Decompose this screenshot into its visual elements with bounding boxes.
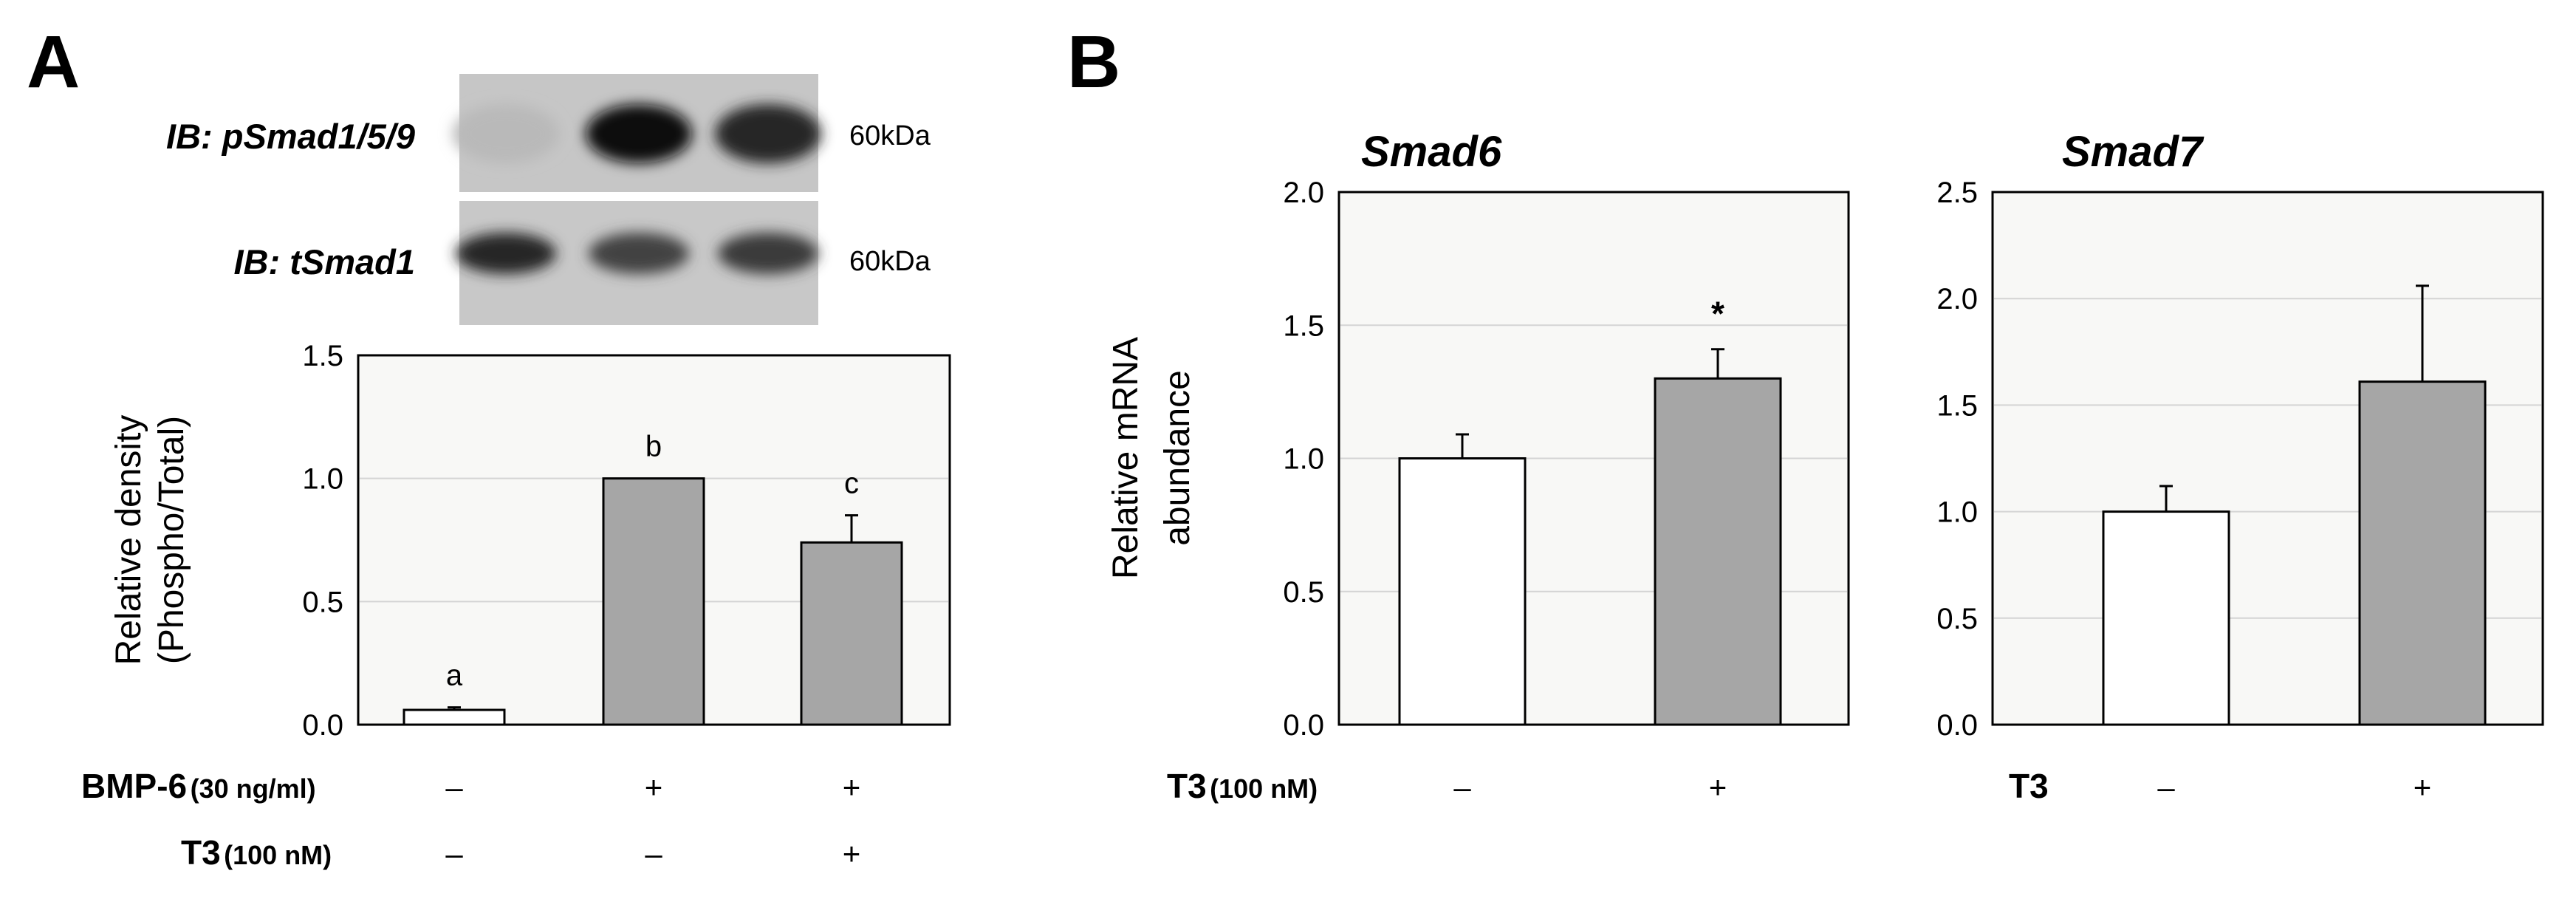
chart-smad7-t3-sign-2: + <box>2414 770 2432 804</box>
chart-a-density: 0.0 0.5 1.0 1.5 a b c Relative density (Phosp… <box>81 340 951 872</box>
chart-smad7-treatment-t3-label: T3 <box>2009 767 2049 805</box>
y-tick-label: 0.0 <box>1283 709 1324 742</box>
y-tick-label: 2.0 <box>1936 283 1978 315</box>
chart-a-ylabel-line2: (Phospho/Total) <box>152 416 191 664</box>
y-tick-label: 0.5 <box>1936 603 1978 635</box>
blot-band <box>453 104 559 163</box>
bar-control <box>402 708 506 726</box>
chart-a-t3-sign-2: – <box>645 836 662 871</box>
chart-a-treatment-t3-label: T3 (100 nM) <box>181 833 332 872</box>
chart-smad7-title: Smad7 <box>2062 128 2205 176</box>
bar-t3 <box>1654 377 1782 726</box>
blot-marker-psmad: 60kDa <box>849 120 931 151</box>
significance-label: * <box>1711 295 1724 333</box>
chart-a-y-ticks: 0.0 0.5 1.0 1.5 <box>302 340 343 742</box>
blot-row-tsmad: IB: tSmad1 60kDa <box>234 201 931 325</box>
chart-smad6-ylabel-line2: abundance <box>1158 370 1197 546</box>
chart-a-treatment-bmp6-label: BMP-6 (30 ng/ml) <box>81 767 316 805</box>
chart-a-bmp6-sign-2: + <box>645 770 663 804</box>
y-tick-label: 1.0 <box>302 463 343 496</box>
blot-band <box>589 233 689 274</box>
bar-control <box>1398 457 1527 726</box>
blot-label-tsmad: IB: tSmad1 <box>234 242 416 281</box>
chart-smad6-treatment-t3-label: T3 (100 nM) <box>1167 767 1318 805</box>
bar-control <box>2102 510 2230 726</box>
y-tick-label: 0.5 <box>1283 576 1324 609</box>
blot-band <box>718 233 818 274</box>
chart-a-t3-sign-1: – <box>445 836 463 871</box>
panel-letter-a: A <box>27 21 80 103</box>
chart-smad6-title: Smad6 <box>1361 128 1502 176</box>
chart-smad7-y-ticks: 0.0 0.5 1.0 1.5 2.0 2.5 <box>1936 177 1978 742</box>
y-tick-label: 0.0 <box>1936 709 1978 742</box>
panel-letter-b: B <box>1067 21 1120 103</box>
y-tick-label: 0.0 <box>302 709 343 742</box>
bar-t3 <box>2358 380 2487 726</box>
chart-smad7-treatment-row-t3: T3 – + <box>2009 767 2431 805</box>
chart-a-bars: a b c <box>402 431 903 726</box>
chart-a-treatment-row-t3: T3 (100 nM) – – + <box>181 833 860 872</box>
chart-smad6-y-ticks: 0.0 0.5 1.0 1.5 2.0 <box>1283 177 1324 742</box>
chart-smad7: Smad7 0.0 0.5 1.0 1.5 2.0 2.5 T3 – + <box>1936 128 2544 805</box>
blot-bands-tsmad <box>456 233 818 274</box>
chart-a-bmp6-sign-1: – <box>445 770 463 804</box>
y-tick-label: 2.0 <box>1283 177 1324 209</box>
significance-label: c <box>844 468 859 500</box>
chart-a-ylabel-line1: Relative density <box>109 415 148 666</box>
blot-band <box>586 104 692 163</box>
chart-smad6-bars: * <box>1398 295 1782 726</box>
blot-label-psmad: IB: pSmad1/5/9 <box>166 117 415 156</box>
chart-smad6-treatment-row-t3: T3 (100 nM) – + <box>1167 767 1727 805</box>
blot-marker-tsmad: 60kDa <box>849 246 931 277</box>
blot-band <box>456 233 556 274</box>
significance-label: b <box>645 431 662 463</box>
western-blot: IB: pSmad1/5/9 60kDa IB: tSmad1 60kDa <box>166 74 931 325</box>
y-tick-label: 0.5 <box>302 586 343 618</box>
significance-label: a <box>446 660 463 692</box>
y-tick-label: 1.0 <box>1936 496 1978 529</box>
y-tick-label: 1.5 <box>1936 389 1978 422</box>
y-tick-label: 1.5 <box>1283 310 1324 342</box>
chart-a-t3-sign-3: + <box>843 836 861 871</box>
bar-bmp-6 <box>602 477 705 726</box>
chart-smad7-t3-sign-1: – <box>2157 770 2175 804</box>
chart-smad6-t3-sign-1: – <box>1453 770 1471 804</box>
chart-smad6-t3-sign-2: + <box>1709 770 1727 804</box>
y-tick-label: 2.5 <box>1936 177 1978 209</box>
y-tick-label: 1.0 <box>1283 443 1324 476</box>
blot-band <box>715 104 821 163</box>
chart-smad6: Smad6 0.0 0.5 1.0 1.5 2.0 * Relative mRNA ab… <box>1106 128 1850 805</box>
blot-bands-psmad <box>453 104 821 163</box>
chart-smad6-ylabel-line1: Relative mRNA <box>1106 337 1145 579</box>
bar-bmp-6-t3 <box>800 541 903 726</box>
y-tick-label: 1.5 <box>302 340 343 372</box>
blot-row-psmad: IB: pSmad1/5/9 60kDa <box>166 74 931 192</box>
chart-a-bmp6-sign-3: + <box>843 770 861 804</box>
chart-a-treatment-row-bmp6: BMP-6 (30 ng/ml) – + + <box>81 767 860 805</box>
chart-smad7-bars <box>2102 284 2487 726</box>
